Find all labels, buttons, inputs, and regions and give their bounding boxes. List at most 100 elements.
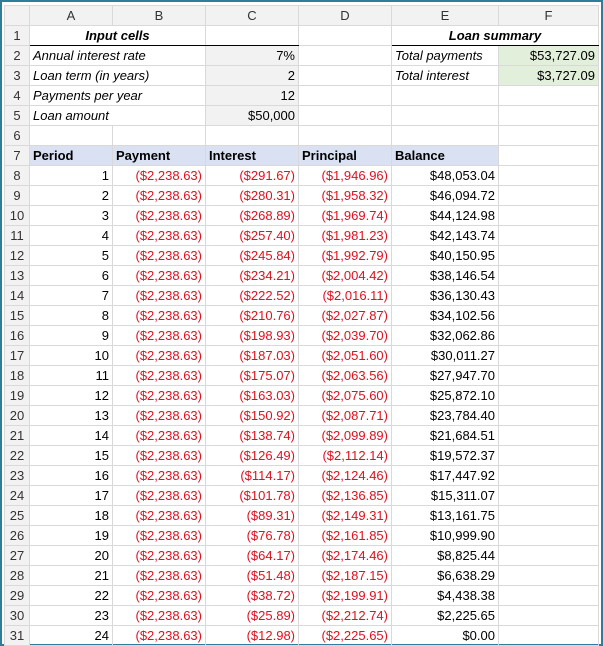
payment-cell[interactable]: ($2,238.63) [112, 285, 206, 306]
row-header[interactable]: 9 [4, 185, 30, 206]
cell[interactable] [498, 405, 599, 426]
cell[interactable] [498, 105, 599, 126]
payment-cell[interactable]: ($2,238.63) [112, 445, 206, 466]
principal-cell[interactable]: ($2,149.31) [298, 505, 392, 526]
payment-cell[interactable]: ($2,238.63) [112, 265, 206, 286]
row-header[interactable]: 4 [4, 85, 30, 106]
period-cell[interactable]: 13 [29, 405, 113, 426]
summary-label[interactable]: Total payments [391, 45, 499, 66]
balance-cell[interactable]: $17,447.92 [391, 465, 499, 486]
payment-cell[interactable]: ($2,238.63) [112, 245, 206, 266]
cell[interactable] [498, 265, 599, 286]
summary-value[interactable]: $53,727.09 [498, 45, 599, 66]
balance-cell[interactable]: $38,146.54 [391, 265, 499, 286]
row-header[interactable]: 8 [4, 165, 30, 186]
principal-cell[interactable]: ($1,992.79) [298, 245, 392, 266]
period-cell[interactable]: 18 [29, 505, 113, 526]
payment-cell[interactable]: ($2,238.63) [112, 465, 206, 486]
interest-cell[interactable]: ($114.17) [205, 465, 299, 486]
principal-cell[interactable]: ($2,174.46) [298, 545, 392, 566]
summary-label[interactable]: Total interest [391, 65, 499, 86]
principal-cell[interactable]: ($2,087.71) [298, 405, 392, 426]
row-header[interactable]: 5 [4, 105, 30, 126]
interest-cell[interactable]: ($291.67) [205, 165, 299, 186]
period-cell[interactable]: 16 [29, 465, 113, 486]
cell[interactable] [298, 125, 392, 146]
payment-cell[interactable]: ($2,238.63) [112, 585, 206, 606]
cell[interactable] [298, 65, 392, 86]
interest-cell[interactable]: ($187.03) [205, 345, 299, 366]
cell[interactable] [298, 85, 392, 106]
balance-cell[interactable]: $48,053.04 [391, 165, 499, 186]
row-header[interactable]: 13 [4, 265, 30, 286]
cell[interactable] [391, 125, 499, 146]
principal-cell[interactable]: ($2,075.60) [298, 385, 392, 406]
row-header[interactable]: 25 [4, 505, 30, 526]
cell[interactable] [498, 225, 599, 246]
column-header-f[interactable]: F [498, 5, 599, 26]
cell[interactable] [498, 205, 599, 226]
interest-cell[interactable]: ($89.31) [205, 505, 299, 526]
row-header[interactable]: 31 [4, 625, 30, 646]
balance-cell[interactable]: $23,784.40 [391, 405, 499, 426]
balance-cell[interactable]: $21,684.51 [391, 425, 499, 446]
row-header[interactable]: 28 [4, 565, 30, 586]
balance-cell[interactable]: $27,947.70 [391, 365, 499, 386]
balance-cell[interactable]: $46,094.72 [391, 185, 499, 206]
row-header[interactable]: 3 [4, 65, 30, 86]
interest-cell[interactable]: ($210.76) [205, 305, 299, 326]
principal-cell[interactable]: ($2,225.65) [298, 625, 392, 646]
row-header[interactable]: 11 [4, 225, 30, 246]
principal-cell[interactable]: ($2,187.15) [298, 565, 392, 586]
principal-cell[interactable]: ($2,161.85) [298, 525, 392, 546]
input-value[interactable]: 7% [205, 45, 299, 66]
row-header[interactable]: 16 [4, 325, 30, 346]
balance-cell[interactable]: $30,011.27 [391, 345, 499, 366]
cell[interactable] [498, 165, 599, 186]
cell[interactable] [298, 45, 392, 66]
row-header[interactable]: 18 [4, 365, 30, 386]
row-header[interactable]: 23 [4, 465, 30, 486]
principal-cell[interactable]: ($2,004.42) [298, 265, 392, 286]
row-header[interactable]: 29 [4, 585, 30, 606]
interest-cell[interactable]: ($76.78) [205, 525, 299, 546]
period-cell[interactable]: 11 [29, 365, 113, 386]
interest-cell[interactable]: ($12.98) [205, 625, 299, 646]
row-header[interactable]: 2 [4, 45, 30, 66]
balance-cell[interactable]: $6,638.29 [391, 565, 499, 586]
principal-cell[interactable]: ($1,946.96) [298, 165, 392, 186]
principal-cell[interactable]: ($2,051.60) [298, 345, 392, 366]
cell[interactable] [498, 525, 599, 546]
input-label[interactable]: Annual interest rate [29, 45, 206, 66]
summary-value[interactable]: $3,727.09 [498, 65, 599, 86]
cell[interactable] [498, 485, 599, 506]
period-cell[interactable]: 24 [29, 625, 113, 646]
column-title-period[interactable]: Period [29, 145, 113, 166]
interest-cell[interactable]: ($163.03) [205, 385, 299, 406]
cell[interactable] [498, 85, 599, 106]
interest-cell[interactable]: ($150.92) [205, 405, 299, 426]
row-header[interactable]: 27 [4, 545, 30, 566]
period-cell[interactable]: 2 [29, 185, 113, 206]
principal-cell[interactable]: ($2,039.70) [298, 325, 392, 346]
row-header[interactable]: 21 [4, 425, 30, 446]
principal-cell[interactable]: ($2,124.46) [298, 465, 392, 486]
period-cell[interactable]: 4 [29, 225, 113, 246]
input-label[interactable]: Loan term (in years) [29, 65, 206, 86]
period-cell[interactable]: 7 [29, 285, 113, 306]
cell[interactable] [498, 565, 599, 586]
interest-cell[interactable]: ($198.93) [205, 325, 299, 346]
payment-cell[interactable]: ($2,238.63) [112, 485, 206, 506]
row-header[interactable]: 10 [4, 205, 30, 226]
principal-cell[interactable]: ($1,969.74) [298, 205, 392, 226]
cell[interactable] [498, 145, 599, 166]
row-header[interactable]: 19 [4, 385, 30, 406]
row-header[interactable]: 24 [4, 485, 30, 506]
interest-cell[interactable]: ($138.74) [205, 425, 299, 446]
interest-cell[interactable]: ($280.31) [205, 185, 299, 206]
interest-cell[interactable]: ($51.48) [205, 565, 299, 586]
row-header[interactable]: 15 [4, 305, 30, 326]
cell[interactable] [498, 605, 599, 626]
period-cell[interactable]: 1 [29, 165, 113, 186]
principal-cell[interactable]: ($2,027.87) [298, 305, 392, 326]
